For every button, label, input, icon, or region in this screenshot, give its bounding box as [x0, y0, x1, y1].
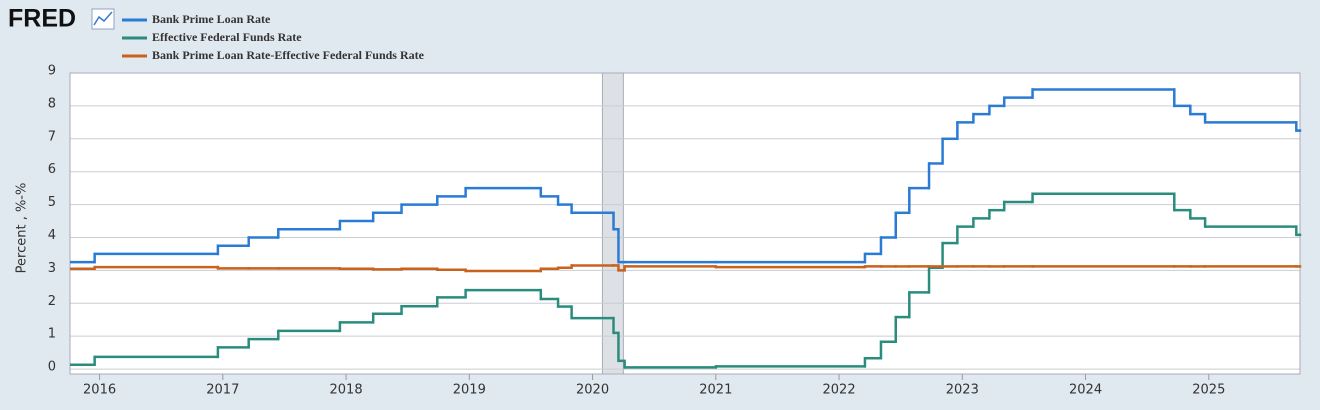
logo[interactable]: FRED	[8, 5, 76, 33]
plot-area	[70, 73, 1300, 374]
x-tick-label: 2023	[946, 383, 979, 398]
y-tick-label: 8	[48, 96, 56, 111]
logo-icon	[91, 8, 115, 30]
legend-label: Effective Federal Funds Rate	[152, 30, 302, 44]
x-tick-label: 2019	[453, 383, 486, 398]
x-tick-label: 2020	[576, 383, 609, 398]
y-tick-label: 1	[48, 327, 56, 342]
y-tick-label: 0	[48, 360, 56, 375]
x-tick-label: 2016	[83, 383, 116, 398]
legend-label: Bank Prime Loan Rate-Effective Federal F…	[152, 48, 425, 62]
series-line	[70, 88, 1302, 264]
x-tick-label: 2025	[1192, 383, 1225, 398]
x-tick-label: 2017	[206, 383, 239, 398]
y-tick-label: 4	[48, 228, 56, 243]
x-tick-label: 2021	[699, 383, 732, 398]
x-tick-label: 2018	[330, 383, 363, 398]
series-line	[70, 192, 1302, 369]
plot-border	[69, 72, 1301, 375]
series-line	[70, 264, 1302, 273]
x-tick-label: 2022	[823, 383, 856, 398]
y-tick-label: 7	[48, 129, 56, 144]
y-tick-label: 5	[48, 195, 56, 210]
y-axis-label: Percent , %-%	[15, 183, 30, 274]
y-tick-label: 2	[48, 294, 56, 309]
y-tick-label: 9	[48, 64, 56, 79]
legend-label: Bank Prime Loan Rate	[152, 12, 271, 26]
x-tick-label: 2024	[1069, 383, 1102, 398]
y-tick-label: 3	[48, 261, 56, 276]
y-tick-label: 6	[48, 162, 56, 177]
